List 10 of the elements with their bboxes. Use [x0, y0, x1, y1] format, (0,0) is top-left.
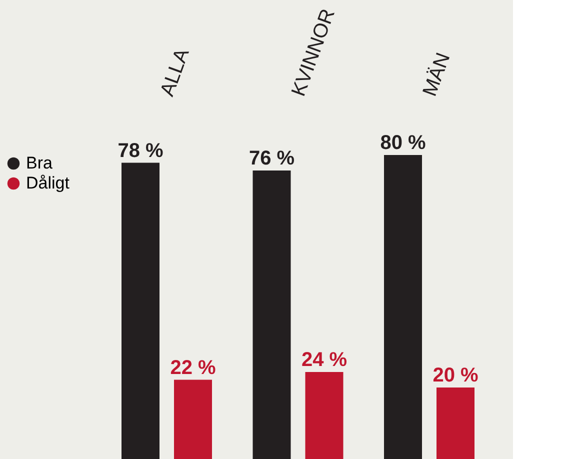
legend-label: Bra [26, 154, 53, 172]
data-label: 24 % [301, 349, 348, 371]
x-tick-label: ALLA [156, 45, 194, 100]
data-label: 76 % [248, 148, 295, 170]
data-label: 78 % [118, 140, 164, 162]
data-label: 20 % [432, 364, 479, 386]
data-label: 22 % [170, 356, 216, 379]
data-label: 80 % [380, 132, 426, 154]
x-tick-label: MÄN [418, 50, 455, 100]
legend-label: Dåligt [26, 174, 70, 192]
